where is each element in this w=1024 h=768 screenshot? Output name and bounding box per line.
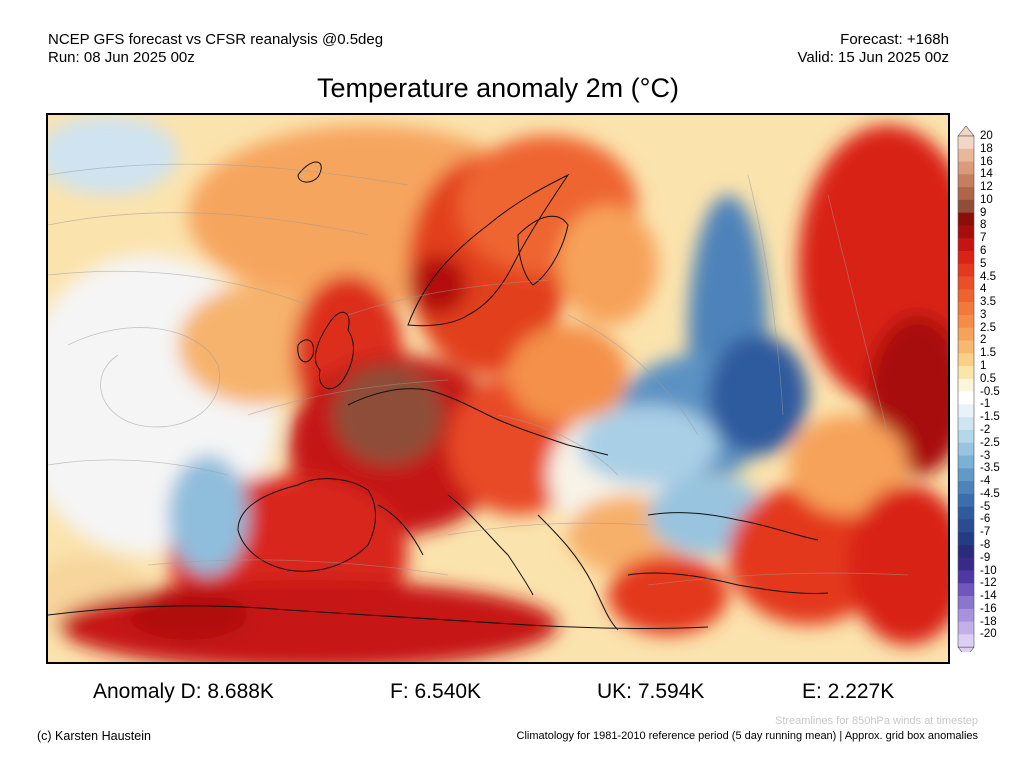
colorbar-swatch [958, 519, 974, 533]
colorbar-label: 4.5 [980, 270, 996, 283]
colorbar-swatch [958, 570, 974, 584]
colorbar-swatch [958, 442, 974, 456]
colorbar-label: -4 [980, 475, 991, 488]
colorbar-label: -4.5 [980, 487, 1000, 500]
colorbar-label: 1 [980, 360, 987, 373]
colorbar-swatch [958, 404, 974, 418]
colorbar-label: 6 [980, 245, 987, 258]
colorbar-label: 3.5 [980, 296, 996, 309]
valid-time: Valid: 15 Jun 2025 00z [797, 49, 949, 66]
forecast-step: Forecast: +168h [840, 31, 949, 48]
colorbar-swatch [958, 634, 974, 648]
colorbar-label: -2 [980, 423, 991, 436]
colorbar-label: 0.5 [980, 372, 996, 385]
colorbar-label: -12 [980, 577, 997, 590]
colorbar-swatch [958, 174, 974, 188]
colorbar-label: 4 [980, 283, 987, 296]
colorbar-label: 18 [980, 142, 993, 155]
colorbar-label: -14 [980, 590, 997, 603]
colorbar-swatch [958, 391, 974, 405]
stat-uk: UK: 7.594K [597, 680, 705, 703]
colorbar-swatch [958, 187, 974, 201]
wind-streamlines [48, 163, 909, 586]
colorbar-swatch [958, 493, 974, 507]
anomaly-map [46, 113, 950, 664]
stat-germany: Anomaly D: 8.688K [93, 680, 274, 703]
stat-france: F: 6.540K [390, 680, 482, 703]
colorbar-swatch [958, 251, 974, 265]
colorbar-label: 7 [980, 232, 987, 245]
colorbar-min-arrow [957, 646, 975, 652]
colorbar-swatch [958, 468, 974, 482]
colorbar-swatch [958, 238, 974, 252]
colorbar-label: -20 [980, 628, 997, 641]
colorbar-label: -9 [980, 551, 991, 564]
colorbar-label: 3 [980, 308, 987, 321]
streamlines-note: Streamlines for 850hPa winds at timestep [775, 715, 978, 727]
colorbar-label: -16 [980, 602, 997, 615]
colorbar-swatch [958, 302, 974, 316]
colorbar-swatch [958, 199, 974, 213]
colorbar-label: 12 [980, 181, 993, 194]
colorbar-swatch [958, 481, 974, 495]
colorbar-label: 14 [980, 168, 993, 181]
colorbar-label: 8 [980, 219, 987, 232]
colorbar-label: 1.5 [980, 347, 996, 360]
colorbar-label: 10 [980, 193, 993, 206]
colorbar-swatch [958, 353, 974, 367]
colorbar-label: -1.5 [980, 411, 1000, 424]
colorbar-label: -10 [980, 564, 997, 577]
colorbar-swatch [958, 378, 974, 392]
run-time: Run: 08 Jun 2025 00z [48, 49, 195, 66]
colorbar-max-arrow [957, 126, 975, 137]
colorbar [957, 126, 975, 652]
credit: (c) Karsten Haustein [37, 729, 151, 743]
colorbar-label: -3 [980, 449, 991, 462]
colorbar-label: -1 [980, 398, 991, 411]
colorbar-swatch [958, 583, 974, 597]
colorbar-swatch [958, 263, 974, 277]
model-description: NCEP GFS forecast vs CFSR reanalysis @0.… [48, 31, 384, 48]
colorbar-swatch [958, 289, 974, 303]
colorbar-label: -3.5 [980, 462, 1000, 475]
colorbar-swatch [958, 276, 974, 290]
colorbar-swatch [958, 557, 974, 571]
colorbar-swatch [958, 327, 974, 341]
anomaly-field [48, 115, 948, 662]
colorbar-label: -0.5 [980, 385, 1000, 398]
colorbar-label: 5 [980, 257, 987, 270]
colorbar-swatch [958, 417, 974, 431]
colorbar-label: -2.5 [980, 436, 1000, 449]
colorbar-label: -18 [980, 615, 997, 628]
stat-spain: E: 2.227K [802, 680, 895, 703]
colorbar-label: 2.5 [980, 321, 996, 334]
coastlines [48, 161, 829, 631]
colorbar-swatch [958, 429, 974, 444]
colorbar-swatch [958, 136, 974, 150]
colorbar-swatch [958, 225, 974, 239]
colorbar-swatch [958, 608, 974, 622]
colorbar-label: -8 [980, 538, 991, 551]
colorbar-swatch [958, 596, 974, 610]
colorbar-swatch [958, 506, 974, 520]
colorbar-swatch [958, 212, 974, 226]
colorbar-label: 2 [980, 334, 987, 347]
colorbar-swatch [958, 161, 974, 175]
colorbar-swatch [958, 455, 974, 469]
colorbar-label: 20 [980, 130, 993, 142]
colorbar-label: 16 [980, 155, 993, 168]
colorbar-swatch [958, 314, 974, 328]
colorbar-swatch [958, 340, 974, 354]
climatology-note: Climatology for 1981-2010 reference peri… [516, 730, 978, 742]
colorbar-swatch [958, 544, 974, 559]
colorbar-swatch [958, 621, 974, 635]
colorbar-swatch [958, 532, 974, 546]
colorbar-label: -7 [980, 526, 991, 539]
colorbar-swatch [958, 366, 974, 380]
colorbar-swatch [958, 148, 974, 162]
colorbar-label: -5 [980, 500, 991, 513]
colorbar-label: 9 [980, 206, 987, 219]
map-title: Temperature anomaly 2m (°C) [317, 73, 679, 103]
colorbar-label: -6 [980, 513, 991, 526]
